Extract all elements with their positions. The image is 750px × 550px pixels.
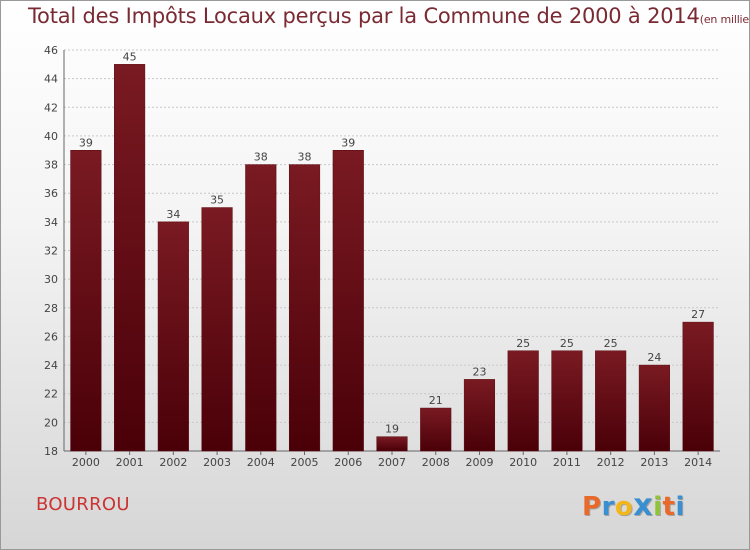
y-tick-label: 22 [44,388,58,401]
chart-title: Total des Impôts Locaux perçus par la Co… [28,4,750,28]
y-tick-label: 18 [44,445,58,458]
bar-2012 [595,350,627,452]
y-tick-label: 44 [44,73,58,86]
data-label-2011: 25 [560,337,574,350]
x-tick-label-2003: 2003 [203,456,231,469]
x-tick-label-2012: 2012 [597,456,625,469]
y-tick-label: 38 [44,159,58,172]
data-label-2010: 25 [516,337,530,350]
logo-letter: i [653,492,663,522]
x-tick-label-2001: 2001 [116,456,144,469]
y-tick-label: 34 [44,216,58,229]
y-tick-label: 36 [44,187,58,200]
data-label-2004: 38 [254,151,268,164]
x-tick-label-2005: 2005 [291,456,319,469]
bar-2001 [114,64,146,452]
x-tick-label-2000: 2000 [72,456,100,469]
data-label-2009: 23 [472,365,486,378]
logo-letter: x [633,488,654,523]
y-tick-label: 46 [44,44,58,57]
x-tick-label-2004: 2004 [247,456,275,469]
logo-letter: r [601,492,615,522]
y-tick-label: 20 [44,416,58,429]
x-tick-label-2007: 2007 [378,456,406,469]
x-tick-label-2008: 2008 [422,456,450,469]
logo-letter: i [675,492,685,522]
bar-2006 [332,150,364,452]
bar-2008 [420,407,452,452]
bar-2013 [638,364,670,452]
data-label-2006: 39 [341,136,355,149]
commune-name: BOURROU [36,494,130,515]
bar-2009 [463,379,496,452]
y-tick-label: 42 [44,101,58,114]
x-tick-label-2010: 2010 [509,456,537,469]
data-label-2013: 24 [647,351,661,364]
y-tick-label: 30 [44,273,58,286]
chart-title-text: Total des Impôts Locaux perçus par la Co… [28,4,700,28]
y-tick-label: 24 [44,359,58,372]
bar-2014 [682,321,714,452]
x-tick-label-2006: 2006 [334,456,362,469]
data-label-2002: 34 [166,208,180,221]
bar-2000 [70,150,102,452]
data-label-2008: 21 [429,394,443,407]
x-tick-label-2013: 2013 [640,456,668,469]
y-tick-label: 40 [44,130,58,143]
proxiti-logo[interactable]: Proxiti [582,488,685,523]
logo-letter: t [662,492,676,522]
data-label-2000: 39 [79,136,93,149]
x-tick-label-2002: 2002 [159,456,187,469]
y-tick-label: 26 [44,330,58,343]
data-label-2014: 27 [691,308,705,321]
data-label-2003: 35 [210,194,224,207]
y-tick-label: 32 [44,245,58,258]
y-tick-label: 28 [44,302,58,315]
bar-2007 [376,436,408,452]
bar-2004 [245,164,277,452]
logo-letter: P [582,492,602,522]
data-label-2001: 45 [123,50,137,63]
data-label-2007: 19 [385,423,399,436]
x-tick-label-2009: 2009 [465,456,493,469]
data-label-2005: 38 [298,151,312,164]
logo-letter: o [614,492,634,522]
bar-2010 [507,350,539,452]
bar-2005 [288,164,321,452]
x-tick-label-2014: 2014 [684,456,712,469]
data-label-2012: 25 [604,337,618,350]
bar-2011 [551,350,583,452]
bar-2002 [157,221,189,452]
chart-unit-note: (en milliers d'€) [699,13,750,26]
x-tick-label-2011: 2011 [553,456,581,469]
bar-2003 [201,207,233,452]
